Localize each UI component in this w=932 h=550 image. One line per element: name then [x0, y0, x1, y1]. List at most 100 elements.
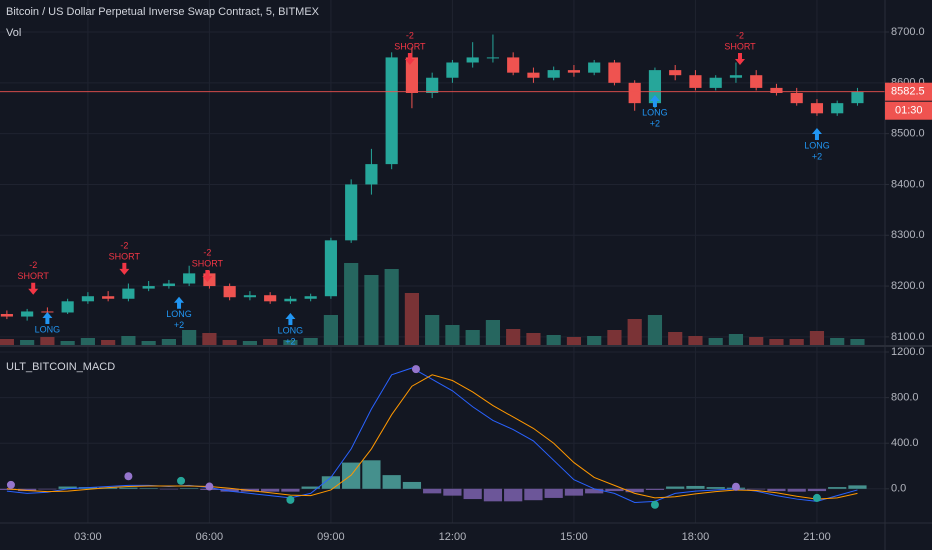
histogram-bar — [139, 488, 158, 489]
histogram-bar — [544, 488, 563, 498]
candle-body — [770, 87, 783, 93]
candle-body — [669, 70, 682, 76]
x-tick-label: 03:00 — [74, 531, 102, 543]
y-tick-label: 8700.0 — [891, 26, 925, 38]
volume-bar — [384, 269, 399, 345]
signal-arrow — [734, 53, 745, 66]
histogram-bar — [564, 488, 584, 496]
candle-body — [61, 301, 74, 313]
candle-body — [790, 92, 803, 104]
candle-body — [284, 298, 297, 302]
histogram-bar — [58, 486, 77, 489]
volume-bar — [668, 332, 683, 345]
volume-bar — [850, 339, 865, 345]
signal-arrow — [404, 53, 415, 66]
signal-label: SHORT — [394, 41, 426, 51]
histogram-bar — [382, 475, 401, 489]
histogram-bar — [483, 488, 503, 502]
candle-body — [507, 57, 520, 73]
volume-bar — [202, 333, 217, 345]
volume-bar — [546, 335, 561, 345]
y-tick-label: 8500.0 — [891, 128, 925, 140]
volume-bar — [809, 331, 825, 345]
candle-body — [588, 62, 601, 73]
candle-body — [122, 288, 135, 299]
volume-bar — [161, 339, 176, 345]
candle-body — [21, 311, 34, 317]
signal-label: -2 — [406, 30, 414, 40]
signal-label: LONG — [166, 309, 192, 319]
volume-bar — [728, 334, 744, 345]
histogram-bar — [99, 487, 118, 489]
countdown-box — [885, 101, 932, 120]
signal-arrow — [811, 128, 822, 141]
histogram-bar — [281, 488, 300, 492]
histogram-bar — [504, 488, 523, 502]
plot-layer: -2SHORTLONG-2SHORTLONG+2-2SHORTLONG+2-2S… — [0, 0, 885, 523]
candle-body — [81, 296, 94, 302]
signal-arrow — [174, 296, 185, 309]
cross-dot — [411, 365, 420, 374]
signal-label: +2 — [650, 118, 660, 128]
price-label: 8582.5 — [891, 86, 925, 98]
volume-bar — [141, 341, 156, 345]
candle-body — [203, 273, 216, 287]
volume-bar — [708, 338, 723, 345]
candle-body — [0, 314, 13, 317]
volume-bar — [344, 263, 359, 345]
signal-label: SHORT — [724, 41, 756, 51]
candle-body — [750, 75, 763, 88]
volume-bar — [688, 336, 703, 345]
signal-label: +2 — [812, 151, 822, 161]
histogram-bar — [848, 485, 867, 489]
histogram-bar — [301, 486, 320, 489]
candle-body — [729, 75, 743, 78]
cross-dot — [124, 472, 133, 481]
histogram-bar — [220, 488, 239, 492]
histogram-bar — [159, 488, 179, 490]
candle-body — [851, 91, 864, 104]
candle-body — [567, 70, 581, 73]
histogram-bar — [443, 488, 462, 496]
signal-label: LONG — [804, 140, 830, 150]
volume-bar — [263, 339, 278, 345]
candle-body — [264, 295, 277, 302]
volume-bar — [364, 275, 379, 345]
volume-bar — [40, 337, 55, 345]
candle-body — [324, 240, 337, 297]
chart-title: Bitcoin / US Dollar Perpetual Inverse Sw… — [6, 6, 320, 18]
volume-bar — [587, 336, 602, 345]
volume-bar — [323, 315, 339, 345]
candle-body — [689, 75, 702, 88]
volume-bar — [506, 329, 521, 345]
histogram-bar — [706, 487, 725, 489]
histogram-bar — [605, 488, 624, 492]
y-tick-label: 800.0 — [891, 392, 919, 404]
volume-bar — [404, 293, 420, 345]
histogram-bar — [321, 476, 341, 489]
candle-body — [243, 295, 256, 298]
candle-body — [426, 77, 439, 93]
cross-dot — [6, 480, 15, 489]
candle-body — [608, 62, 621, 83]
histogram-bar — [18, 488, 37, 492]
candle-body — [527, 72, 540, 78]
volume-bar — [566, 337, 582, 345]
cross-dot — [650, 500, 659, 509]
candle-body — [183, 273, 196, 284]
candle-body — [648, 70, 662, 104]
signal-arrow — [119, 262, 130, 275]
histogram-bar — [747, 488, 766, 490]
y-tick-label: 8200.0 — [891, 280, 925, 292]
candle-body — [162, 283, 175, 287]
candle-body — [223, 286, 236, 298]
candle-body — [446, 62, 459, 78]
candle-body — [709, 77, 722, 88]
signal-arrow — [649, 95, 660, 108]
x-tick-label: 12:00 — [439, 531, 467, 543]
histogram-bar — [585, 488, 604, 494]
candle-body — [365, 164, 378, 185]
volume-bar — [749, 337, 764, 345]
candle-body — [628, 82, 641, 104]
candle-body — [547, 70, 560, 78]
